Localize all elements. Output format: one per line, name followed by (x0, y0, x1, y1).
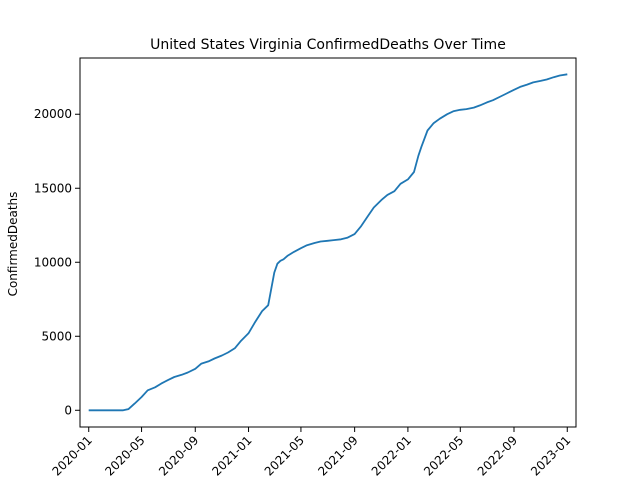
y-tick-label: 10000 (34, 255, 72, 269)
y-axis-ticks: 0 5000 10000 15000 20000 (34, 107, 80, 417)
y-axis-label: ConfirmedDeaths (6, 192, 20, 297)
series-line (88, 73, 568, 412)
plot-area-frame (79, 57, 577, 428)
series-layer (88, 73, 568, 412)
y-tick-label: 0 (64, 403, 72, 417)
chart-title: United States Virginia ConfirmedDeaths O… (150, 37, 506, 53)
y-tick-label: 5000 (41, 329, 72, 343)
y-tick-label: 20000 (34, 107, 72, 121)
y-tick-label: 15000 (34, 181, 72, 195)
